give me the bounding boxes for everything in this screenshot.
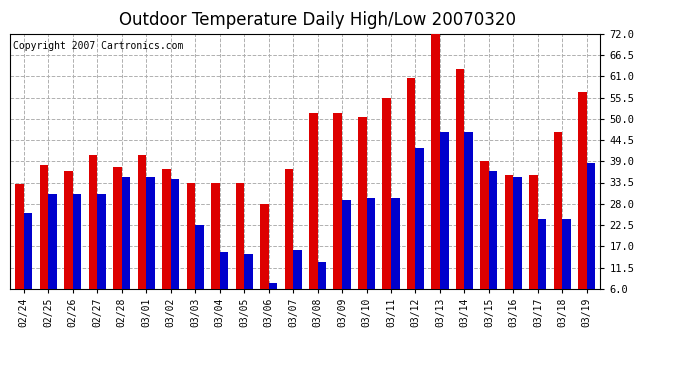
Bar — [170, 178, 179, 312]
Bar — [219, 252, 228, 312]
Bar — [293, 250, 302, 312]
Bar — [489, 171, 497, 312]
Text: Copyright 2007 Cartronics.com: Copyright 2007 Cartronics.com — [13, 41, 184, 51]
Bar — [366, 198, 375, 312]
Bar — [121, 177, 130, 312]
Bar — [268, 283, 277, 312]
Bar — [260, 204, 268, 312]
Bar — [186, 183, 195, 312]
Bar — [244, 254, 253, 312]
Bar — [358, 117, 366, 312]
Bar — [284, 169, 293, 312]
Bar — [586, 163, 595, 312]
Bar — [342, 200, 351, 312]
Bar — [309, 113, 317, 312]
Bar — [97, 194, 106, 312]
Bar — [538, 219, 546, 312]
Bar — [24, 213, 32, 312]
Bar — [456, 69, 464, 312]
Bar — [578, 92, 586, 312]
Bar — [137, 156, 146, 312]
Bar — [40, 165, 48, 312]
Bar — [431, 30, 440, 312]
Bar — [505, 175, 513, 312]
Bar — [235, 183, 244, 312]
Bar — [464, 132, 473, 312]
Bar — [382, 98, 391, 312]
Bar — [48, 194, 57, 312]
Bar — [440, 132, 449, 312]
Bar — [415, 148, 424, 312]
Bar — [72, 194, 81, 312]
Bar — [562, 219, 571, 312]
Bar — [529, 175, 538, 312]
Bar — [480, 161, 489, 312]
Bar — [89, 156, 97, 312]
Bar — [333, 113, 342, 312]
Bar — [211, 183, 219, 312]
Bar — [407, 78, 415, 312]
Text: Outdoor Temperature Daily High/Low 20070320: Outdoor Temperature Daily High/Low 20070… — [119, 11, 516, 29]
Bar — [391, 198, 400, 312]
Bar — [113, 167, 121, 312]
Bar — [195, 225, 204, 312]
Bar — [15, 184, 24, 312]
Bar — [317, 262, 326, 312]
Bar — [513, 177, 522, 312]
Bar — [146, 177, 155, 312]
Bar — [64, 171, 72, 312]
Bar — [162, 169, 170, 312]
Bar — [554, 132, 562, 312]
